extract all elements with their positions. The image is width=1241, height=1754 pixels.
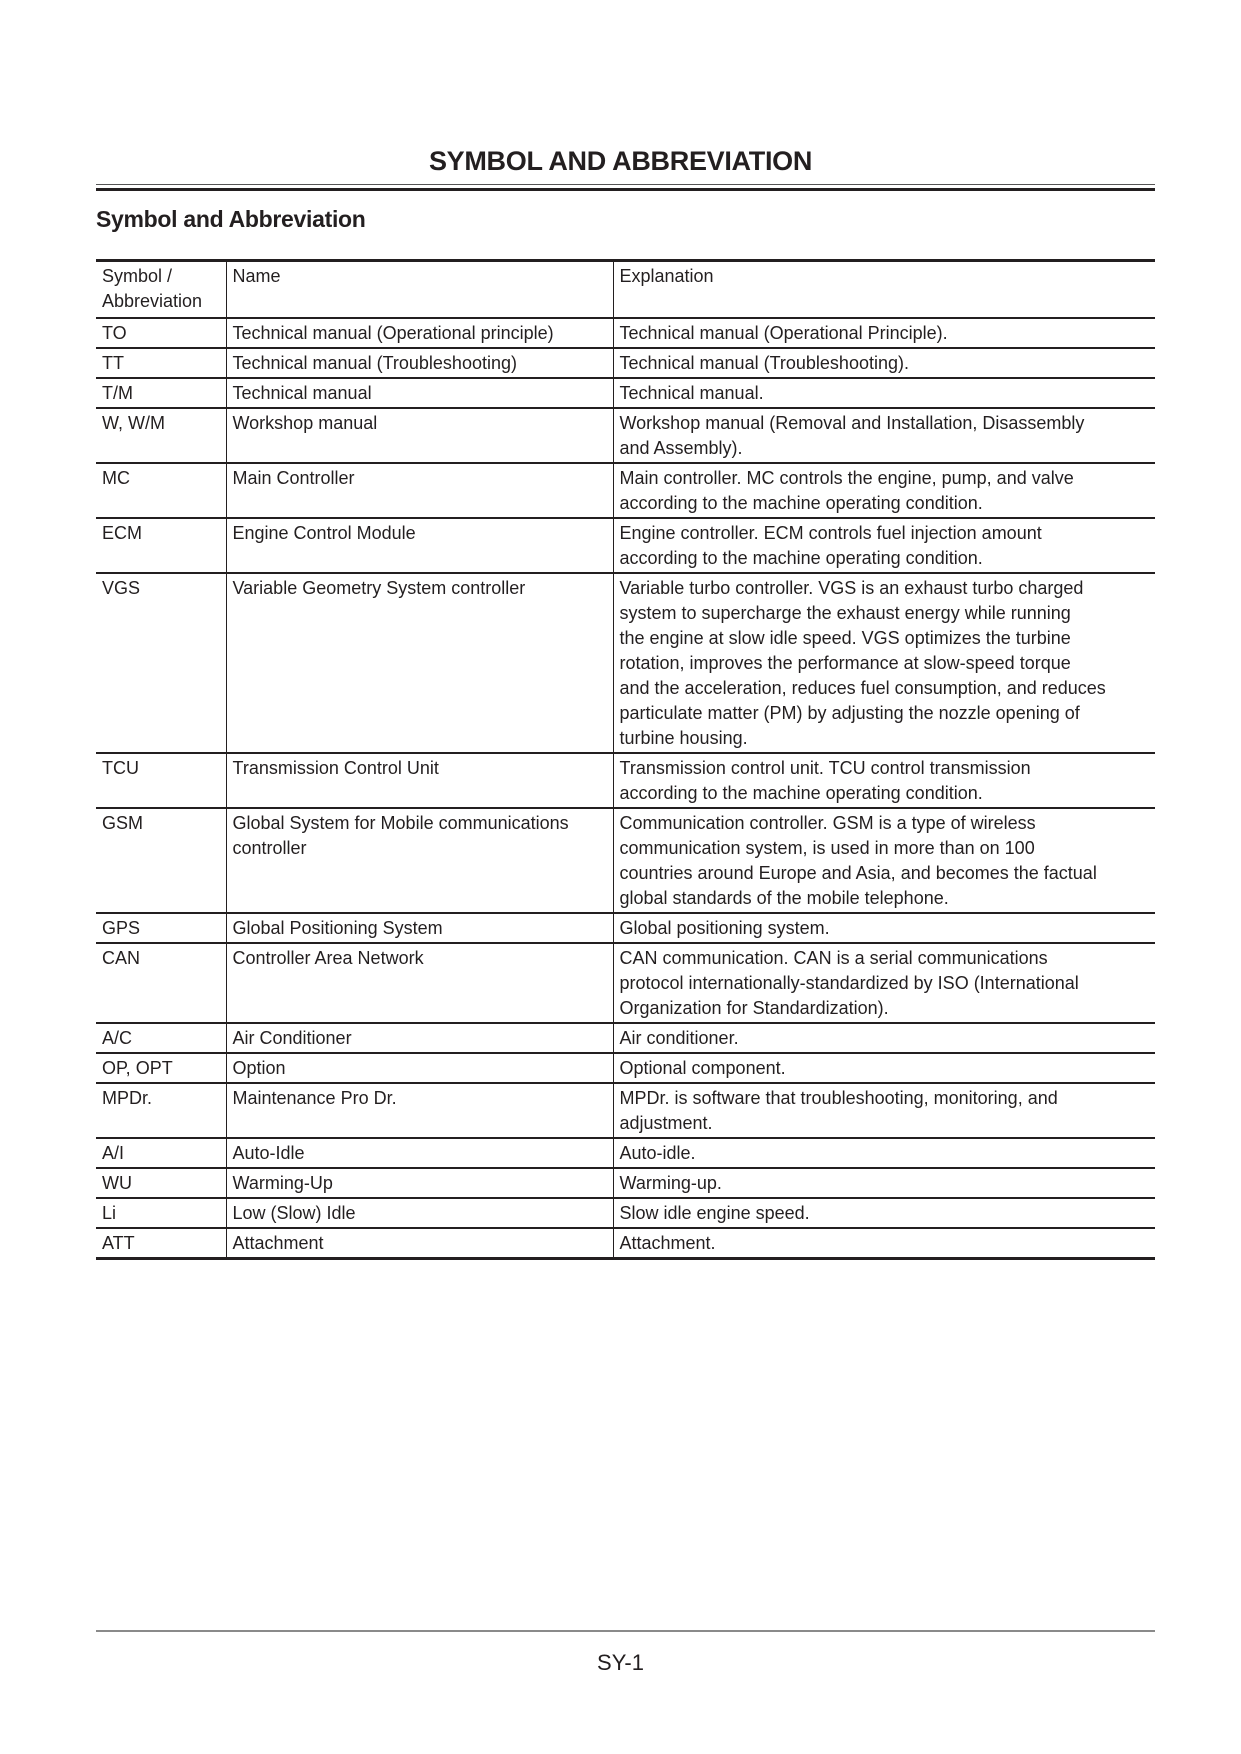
table-row: OP, OPT Option Optional component. (96, 1053, 1155, 1083)
abbreviation-table: Symbol / Abbreviation Name Explanation T… (96, 259, 1155, 1260)
table-row: TO Technical manual (Operational principl… (96, 318, 1155, 348)
table-row: TCU Transmission Control Unit Transmission… (96, 753, 1155, 808)
table-row: T/M Technical manual Technical manual. (96, 378, 1155, 408)
cell-explanation: Technical manual. (612, 378, 1155, 408)
cell-name: Controller Area Network (225, 943, 613, 1023)
cell-explanation: Attachment. (612, 1228, 1155, 1259)
cell-explanation: Variable turbo controller. VGS is an exh… (612, 573, 1155, 753)
table-row: GPS Global Positioning System Global posit… (96, 913, 1155, 943)
cell-explanation: Warming-up. (612, 1168, 1155, 1198)
table-row: W, W/M Workshop manual Workshop manual (Re… (96, 408, 1155, 463)
cell-symbol: A/I (102, 1143, 125, 1163)
cell-symbol: ECM (102, 523, 142, 543)
cell-explanation: MPDr. is software that troubleshooting, … (612, 1083, 1155, 1138)
cell-symbol: TCU (102, 758, 139, 778)
cell-symbol: TT (102, 353, 124, 373)
cell-explanation: Communication controller. GSM is a type … (612, 808, 1155, 913)
cell-name: Low (Slow) Idle (225, 1198, 613, 1228)
cell-symbol: OP, OPT (102, 1058, 173, 1078)
cell-name: Transmission Control Unit (225, 753, 613, 808)
cell-name: Option (225, 1053, 613, 1083)
table-row: ECM Engine Control Module Engine controlle… (96, 518, 1155, 573)
footer-divider (96, 1630, 1155, 1632)
cell-explanation: Air conditioner. (612, 1023, 1155, 1053)
cell-symbol: GSM (102, 813, 144, 833)
table-row: MC Main Controller Main controller. MC con… (96, 463, 1155, 518)
cell-explanation: Main controller. MC controls the engine,… (612, 463, 1155, 518)
header-explanation: Explanation (612, 260, 1155, 318)
table-row: MPDr. Maintenance Pro Dr. MPDr. is softwar… (96, 1083, 1155, 1138)
cell-name: Technical manual (Troubleshooting) (225, 348, 613, 378)
cell-explanation: Auto-idle. (612, 1138, 1155, 1168)
cell-symbol: MPDr. (102, 1088, 153, 1108)
cell-name: Technical manual (Operational principle) (225, 318, 613, 348)
cell-symbol: T/M (102, 383, 133, 403)
section-title: Symbol and Abbreviation (96, 206, 366, 232)
cell-name: Maintenance Pro Dr. (225, 1083, 613, 1138)
cell-name: Warming-Up (225, 1168, 613, 1198)
cell-symbol: MC (102, 468, 130, 488)
cell-name: Attachment (225, 1228, 613, 1259)
table-row: CAN Controller Area Network CAN communicat… (96, 943, 1155, 1023)
cell-symbol: Li (102, 1203, 117, 1223)
title-divider-thin (96, 184, 1155, 185)
table-row: GSM Global System for Mobile communicatio… (96, 808, 1155, 913)
cell-symbol: W, W/M (102, 413, 165, 433)
cell-symbol: GPS (102, 918, 141, 938)
cell-explanation: Workshop manual (Removal and Installatio… (612, 408, 1155, 463)
cell-name: Air Conditioner (225, 1023, 613, 1053)
cell-name: Main Controller (225, 463, 613, 518)
cell-explanation: Global positioning system. (612, 913, 1155, 943)
cell-name: Global System for Mobile communications … (225, 808, 613, 913)
cell-name: Workshop manual (225, 408, 613, 463)
cell-explanation: Transmission control unit. TCU control t… (612, 753, 1155, 808)
cell-explanation: Engine controller. ECM controls fuel inj… (612, 518, 1155, 573)
header-name: Name (225, 260, 613, 318)
cell-name: Engine Control Module (225, 518, 613, 573)
header-symbol: Symbol / Abbreviation (102, 266, 203, 311)
cell-symbol: CAN (102, 948, 141, 968)
cell-symbol: ATT (102, 1233, 135, 1253)
cell-explanation: Technical manual (Troubleshooting). (612, 348, 1155, 378)
cell-name: Global Positioning System (225, 913, 613, 943)
table-row: WU Warming-Up Warming-up. (96, 1168, 1155, 1198)
cell-symbol: TO (102, 323, 127, 343)
table-row: TT Technical manual (Troubleshooting) Tech… (96, 348, 1155, 378)
cell-explanation: Slow idle engine speed. (612, 1198, 1155, 1228)
cell-symbol: VGS (102, 578, 141, 598)
page-title: SYMBOL AND ABBREVIATION (428, 146, 813, 176)
cell-explanation: CAN communication. CAN is a serial commu… (612, 943, 1155, 1023)
table-row: VGS Variable Geometry System controller Va… (96, 573, 1155, 753)
table-row: ATT Attachment Attachment. (96, 1228, 1155, 1259)
table-row: A/C Air Conditioner Air conditioner. (96, 1023, 1155, 1053)
cell-symbol: WU (102, 1173, 132, 1193)
page-number: SY-1 (597, 1650, 644, 1675)
table-row: A/I Auto-Idle Auto-idle. (96, 1138, 1155, 1168)
cell-name: Auto-Idle (225, 1138, 613, 1168)
cell-name: Technical manual (225, 378, 613, 408)
cell-name: Variable Geometry System controller (225, 573, 613, 753)
cell-explanation: Optional component. (612, 1053, 1155, 1083)
title-divider-thick (96, 188, 1155, 191)
cell-symbol: A/C (102, 1028, 133, 1048)
table-header-row: Symbol / Abbreviation Name Explanation (96, 260, 1155, 318)
table-row: Li Low (Slow) Idle Slow idle engine speed. (96, 1198, 1155, 1228)
cell-explanation: Technical manual (Operational Principle)… (612, 318, 1155, 348)
